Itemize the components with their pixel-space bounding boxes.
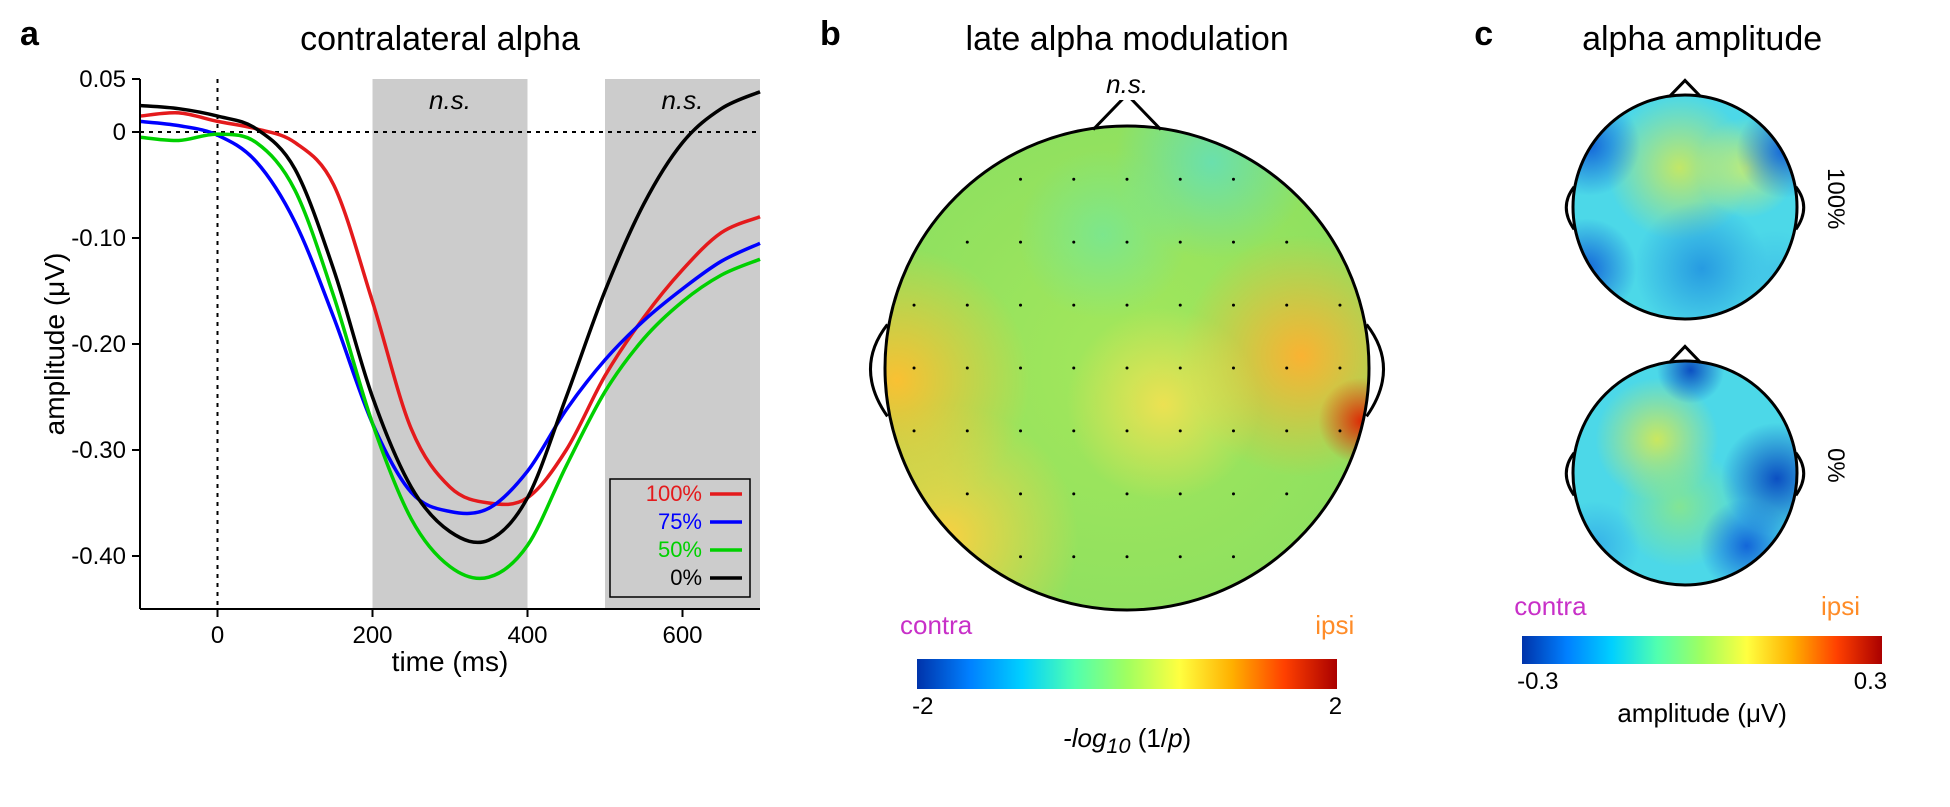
cbar-b-max: 2 (1329, 693, 1342, 721)
ipsi-label-c: ipsi (1821, 591, 1860, 622)
panel-c: c alpha amplitude 100% 0% contra ipsi -0… (1474, 20, 1930, 787)
panel-b-title: late alpha modulation (820, 20, 1434, 59)
colorbar-b (917, 659, 1337, 689)
svg-text:0: 0 (211, 622, 224, 649)
colorbar-c (1522, 636, 1882, 664)
svg-text:n.s.: n.s. (429, 85, 471, 115)
cbar-b-label: -log10 (1/p) (820, 723, 1434, 759)
svg-text:n.s.: n.s. (662, 85, 704, 115)
cbar-c-min: -0.3 (1517, 668, 1558, 696)
panel-b: b late alpha modulation n.s. contra ipsi… (820, 20, 1434, 787)
contra-label-b: contra (900, 610, 972, 641)
panel-c-label: c (1474, 15, 1493, 54)
panel-c-title: alpha amplitude (1474, 20, 1930, 59)
topomap-c-100 (1555, 69, 1815, 329)
svg-text:600: 600 (662, 622, 702, 649)
svg-text:-0.20: -0.20 (71, 331, 126, 358)
panel-b-label: b (820, 15, 841, 54)
panel-a: a contralateral alpha n.s.n.s.0200400600… (20, 20, 780, 787)
contra-label-c: contra (1514, 591, 1586, 622)
svg-text:amplitude (μV): amplitude (μV) (40, 253, 70, 436)
panel-b-ns: n.s. (1106, 69, 1148, 99)
line-chart: n.s. n.s. 0 200 400 600 0.05 0 -0.10 -0.20 -0.30 -0… (40, 69, 780, 689)
svg-text:75%: 75% (658, 509, 702, 534)
svg-text:100%: 100% (646, 481, 702, 506)
svg-text:50%: 50% (658, 537, 702, 562)
topomap-c-0 (1555, 335, 1815, 595)
svg-text:400: 400 (507, 622, 547, 649)
cbar-c-label: amplitude (μV) (1474, 698, 1930, 729)
panel-a-title: contralateral alpha (100, 20, 780, 59)
svg-text:0: 0 (113, 119, 126, 146)
svg-text:0.05: 0.05 (79, 69, 126, 93)
label-0: 0% (1821, 448, 1849, 483)
cbar-b-min: -2 (912, 693, 933, 721)
ipsi-label-b: ipsi (1315, 610, 1354, 641)
svg-text:200: 200 (352, 622, 392, 649)
topomap-b (867, 100, 1387, 620)
svg-text:-0.40: -0.40 (71, 543, 126, 570)
label-100: 100% (1821, 168, 1849, 229)
panel-a-label: a (20, 15, 39, 54)
svg-text:time (ms): time (ms) (392, 646, 509, 677)
svg-text:0%: 0% (670, 565, 702, 590)
cbar-c-max: 0.3 (1854, 668, 1887, 696)
svg-text:-0.30: -0.30 (71, 437, 126, 464)
svg-text:-0.10: -0.10 (71, 225, 126, 252)
